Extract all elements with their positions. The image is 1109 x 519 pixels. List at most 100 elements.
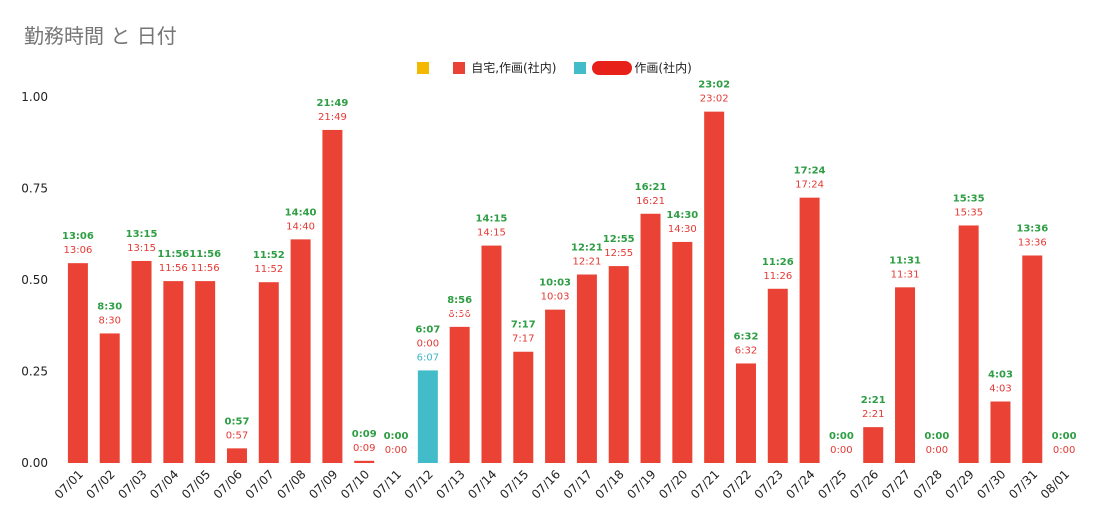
legend-item-3[interactable]: 作画(社内) [574, 59, 692, 76]
red-value-label: 14:30 [668, 224, 697, 235]
total-label: 0:00 [1052, 431, 1077, 442]
bar-segment-red[interactable] [799, 197, 820, 463]
x-tick-label: 07/25 [815, 467, 849, 501]
total-label: 13:06 [62, 231, 94, 242]
red-value-label: 6:32 [735, 345, 757, 356]
total-label: 4:03 [988, 370, 1013, 381]
red-value-label: 2:21 [862, 409, 884, 420]
legend-label-2: 自宅,作画(社内) [471, 61, 557, 75]
x-tick-label: 07/12 [402, 467, 436, 501]
bar-segment-red[interactable] [67, 263, 88, 463]
red-value-label: 14:40 [286, 221, 315, 232]
legend-swatch-3 [574, 61, 587, 74]
x-tick-label: 07/21 [688, 467, 722, 501]
total-label: 11:31 [889, 255, 921, 266]
bar-segment-red[interactable] [226, 448, 247, 463]
bar-segment-red[interactable] [640, 213, 661, 463]
x-tick-label: 07/07 [243, 467, 277, 501]
x-tick-label: 07/11 [370, 467, 404, 501]
total-label: 14:40 [285, 207, 317, 218]
bar-segment-red[interactable] [895, 287, 916, 463]
bar-segment-red[interactable] [990, 401, 1011, 463]
red-value-label: 11:56 [159, 263, 188, 274]
red-value-label: 13:06 [63, 245, 92, 256]
chart-title: 勤務時間 と 日付 [24, 24, 177, 48]
x-tick-label: 07/08 [274, 467, 308, 501]
bar-segment-red[interactable] [735, 363, 756, 463]
x-tick-label: 07/22 [720, 467, 754, 501]
red-value-label: 23:02 [700, 94, 729, 105]
bar-segment-red[interactable] [322, 129, 343, 463]
red-value-label: 10:03 [541, 292, 570, 303]
x-tick-label: 07/13 [433, 467, 467, 501]
red-value-label: 13:36 [1018, 237, 1047, 248]
total-label: 6:07 [415, 324, 440, 335]
y-tick-label: 0.75 [21, 182, 48, 196]
x-tick-label: 07/28 [911, 467, 945, 501]
bar-segment-red[interactable] [958, 225, 979, 463]
x-tick-label: 07/01 [52, 467, 86, 501]
bar-segment-red[interactable] [545, 309, 566, 463]
bar-segment-red[interactable] [767, 288, 788, 463]
x-tick-label: 07/31 [1006, 467, 1040, 501]
red-value-label: 0:00 [385, 445, 407, 456]
bar-segment-red[interactable] [131, 260, 152, 463]
x-tick-label: 07/09 [306, 467, 340, 501]
legend-item-2[interactable]: 自宅,作画(社内) [453, 59, 556, 76]
bar-segment-red[interactable] [672, 241, 693, 463]
total-label: 0:00 [924, 431, 949, 442]
red-value-label: 13:15 [127, 243, 156, 254]
bar-segment-red[interactable] [513, 351, 534, 463]
x-tick-label: 07/15 [497, 467, 531, 501]
legend-label-3: 作画(社内) [634, 61, 692, 75]
red-value-label: 0:00 [830, 445, 852, 456]
red-value-label: 15:35 [954, 207, 983, 218]
total-label: 0:57 [225, 416, 250, 427]
total-label: 11:26 [762, 257, 794, 268]
x-tick-label: 07/16 [529, 467, 563, 501]
bar-segment-red[interactable] [608, 266, 629, 463]
total-label: 17:24 [794, 166, 826, 177]
total-label: 10:03 [539, 278, 571, 289]
red-value-label: 0:57 [226, 430, 248, 441]
red-value-label: 16:21 [636, 196, 665, 207]
x-tick-label: 07/10 [338, 467, 372, 501]
total-label: 15:35 [953, 193, 985, 204]
x-tick-label: 07/29 [942, 467, 976, 501]
total-label: 2:21 [861, 395, 886, 406]
total-label: 7:17 [511, 320, 536, 331]
x-tick-label: 07/24 [783, 467, 817, 501]
teal-value-label: 6:07 [417, 352, 439, 363]
x-tick-label: 07/14 [465, 467, 499, 501]
x-tick-label: 07/06 [211, 467, 245, 501]
x-tick-label: 07/23 [752, 467, 786, 501]
x-tick-label: 07/30 [974, 467, 1008, 501]
bar-segment-red[interactable] [449, 326, 470, 463]
red-value-label: 11:56 [191, 263, 220, 274]
red-value-label: 17:24 [795, 180, 824, 191]
bar-segment-red[interactable] [576, 274, 597, 463]
bar-segment-red[interactable] [99, 333, 120, 463]
bar-segment-red[interactable] [163, 281, 184, 463]
legend-item-1[interactable] [417, 61, 435, 74]
bar-segment-red[interactable] [354, 460, 375, 463]
x-tick-label: 07/18 [592, 467, 626, 501]
bar-segment-red[interactable] [704, 111, 725, 463]
teal-value-label: 0:00 [448, 307, 470, 318]
bar-segment-teal[interactable] [417, 370, 438, 463]
bar-segment-red[interactable] [195, 281, 216, 463]
red-value-label: 21:49 [318, 112, 347, 123]
bar-segment-red[interactable] [863, 427, 884, 463]
bar-segment-red[interactable] [290, 239, 311, 463]
x-tick-label: 07/26 [847, 467, 881, 501]
bar-segment-red[interactable] [1022, 255, 1043, 463]
red-value-label: 7:17 [512, 334, 534, 345]
red-value-label: 11:31 [891, 269, 920, 280]
bar-segment-red[interactable] [258, 282, 279, 463]
total-label: 0:00 [384, 431, 409, 442]
bar-segment-red[interactable] [481, 245, 502, 463]
y-tick-label: 0.00 [21, 456, 48, 470]
total-label: 13:15 [126, 229, 158, 240]
total-label: 16:21 [635, 182, 667, 193]
